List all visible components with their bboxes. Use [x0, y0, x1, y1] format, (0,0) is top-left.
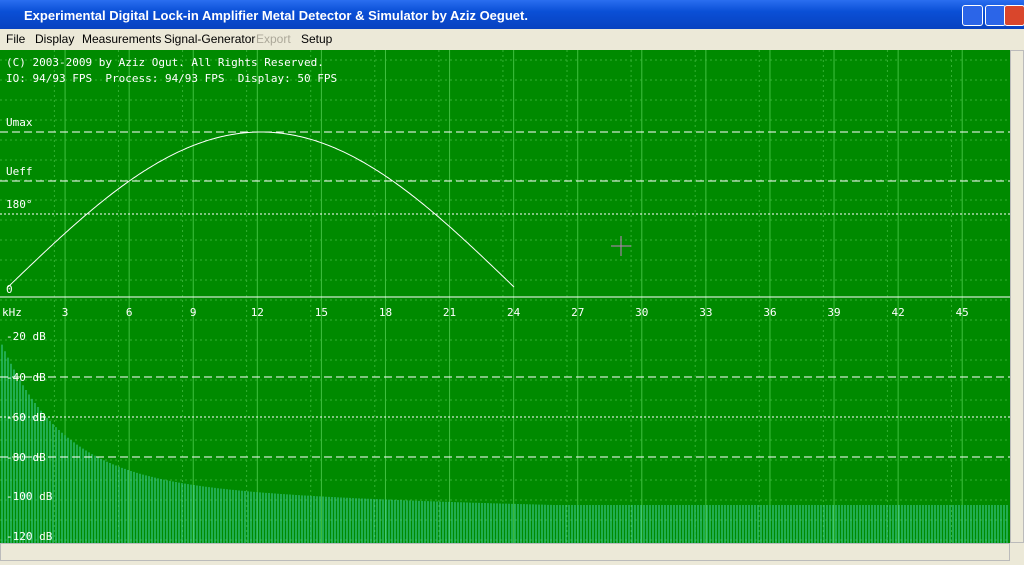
- copyright: (C) 2003-2009 by Aziz Ogut. All Rights R…: [6, 56, 324, 69]
- frequency-label: 42: [891, 306, 904, 319]
- frequency-label: 24: [507, 306, 521, 319]
- maximize-button[interactable]: [985, 5, 1006, 26]
- vertical-scrollbar[interactable]: [1010, 50, 1024, 543]
- horizontal-scrollbar[interactable]: [0, 543, 1010, 561]
- menu-item[interactable]: Signal-Generator: [164, 32, 256, 46]
- frequency-label: 21: [443, 306, 456, 319]
- scope-display: (C) 2003-2009 by Aziz Ogut. All Rights R…: [0, 50, 1010, 543]
- db-label: -40 dB: [6, 371, 46, 384]
- frequency-label: 12: [251, 306, 264, 319]
- menu-item[interactable]: Setup: [301, 32, 333, 46]
- menu-item[interactable]: Measurements: [82, 32, 162, 46]
- menu-item[interactable]: File: [6, 32, 26, 46]
- frequency-label: 33: [699, 306, 712, 319]
- frequency-label: 6: [126, 306, 133, 319]
- level-label: Ueff: [6, 165, 33, 178]
- db-label: -60 dB: [6, 411, 46, 424]
- cursor: [611, 236, 631, 256]
- menu-item[interactable]: Display: [35, 32, 75, 46]
- minimize-button[interactable]: [962, 5, 983, 26]
- close-button[interactable]: [1004, 5, 1024, 26]
- frequency-label: 15: [315, 306, 328, 319]
- grid: [0, 50, 1010, 543]
- title-bar: Experimental Digital Lock-in Amplifier M…: [0, 0, 1024, 29]
- spectrum: [1, 344, 1008, 543]
- signal-trace: [7, 131, 515, 288]
- frequency-label: 18: [379, 306, 392, 319]
- frequency-unit: kHz: [2, 306, 22, 319]
- db-label: -100 dB: [6, 490, 53, 503]
- frequency-label: 45: [956, 306, 969, 319]
- menu-bar: File Display Measurements Signal-Generator E…: [0, 29, 1024, 49]
- level-label: 180°: [6, 198, 33, 211]
- db-label: -80 dB: [6, 451, 46, 464]
- menu-item: Export: [256, 32, 291, 46]
- frequency-label: 39: [827, 306, 840, 319]
- frequency-label: 30: [635, 306, 648, 319]
- db-label: -120 dB: [6, 530, 53, 543]
- level-label: 0: [6, 283, 13, 296]
- fps-status: IO: 94/93 FPS Process: 94/93 FPS Display…: [6, 72, 337, 85]
- frequency-label: 36: [763, 306, 776, 319]
- frequency-label: 27: [571, 306, 584, 319]
- level-label: Umax: [6, 116, 33, 129]
- frequency-label: 9: [190, 306, 197, 319]
- db-label: -20 dB: [6, 330, 46, 343]
- window-title: Experimental Digital Lock-in Amplifier M…: [24, 8, 528, 23]
- frequency-label: 3: [62, 306, 69, 319]
